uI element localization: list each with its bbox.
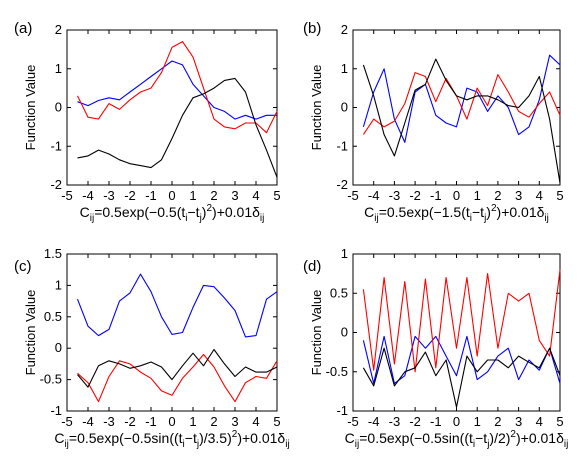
series-line-2 (77, 353, 278, 403)
y-tick-label: 0 (55, 100, 62, 115)
y-tick-label: -2 (50, 177, 62, 192)
y-tick-label: 1 (341, 61, 348, 76)
series-line-2 (77, 41, 278, 134)
x-tick-label: -1 (430, 414, 442, 429)
x-tick-label: 3 (231, 188, 238, 203)
x-tick-label: 3 (515, 188, 522, 203)
series-line-1 (76, 273, 278, 338)
x-tick-label: -1 (145, 188, 157, 203)
y-tick-label: -1 (50, 403, 62, 418)
y-tick-label: -1 (336, 138, 348, 153)
panel-label: (a) (14, 20, 32, 37)
x-tick-label: 4 (536, 414, 543, 429)
series-line-1 (362, 335, 561, 385)
series-line-2 (362, 269, 561, 373)
x-tick-label: 5 (556, 414, 563, 429)
series-line-3 (77, 77, 278, 178)
x-tick-label: 3 (231, 414, 238, 429)
y-tick-label: 2 (55, 22, 62, 37)
y-tick-label: -1 (50, 138, 62, 153)
chart-panel-3: (c)-5 -4 -3 -2 -1 0 1 2 3 4 5-1-0.500.511.5Functio… (14, 246, 290, 450)
y-tick-label: 0 (341, 325, 348, 340)
x-tick-label: 2 (210, 188, 217, 203)
series-line-3 (362, 347, 561, 408)
x-tick-label: 5 (556, 188, 563, 203)
panel-label: (b) (303, 20, 321, 37)
x-tick-label: -4 (368, 188, 380, 203)
x-axis-label: Cij=0.5exp(−0.5sin((ti−tj)/3.5)2)+0.01δi… (54, 429, 289, 450)
y-tick-label: 0 (341, 100, 348, 115)
series-line-3 (362, 58, 561, 184)
x-tick-label: -4 (368, 414, 380, 429)
x-tick-label: -3 (389, 414, 401, 429)
y-tick-label: 0.5 (330, 285, 348, 300)
y-axis-label: Function Value (23, 65, 38, 151)
x-tick-label: 4 (536, 188, 543, 203)
x-tick-label: 2 (210, 414, 217, 429)
x-tick-label: -4 (82, 414, 94, 429)
x-tick-label: -3 (103, 414, 115, 429)
x-tick-label: -5 (61, 188, 73, 203)
x-tick-label: 0 (168, 188, 175, 203)
y-tick-label: 0.5 (44, 309, 62, 324)
x-tick-label: 5 (273, 188, 280, 203)
x-axis-label: Cij=0.5exp(−1.5(ti−tj)2)+0.01δij (364, 203, 549, 224)
x-tick-label: -2 (409, 414, 421, 429)
panel-label: (c) (14, 258, 32, 275)
plot-frame (352, 29, 561, 186)
x-tick-label: 2 (494, 414, 501, 429)
x-tick-label: 1 (189, 188, 196, 203)
y-tick-label: -0.5 (40, 372, 62, 387)
x-tick-label: -2 (124, 414, 136, 429)
x-tick-label: -5 (347, 188, 359, 203)
series-line-1 (77, 60, 277, 120)
y-tick-label: 1 (55, 277, 62, 292)
x-tick-label: 1 (474, 414, 481, 429)
x-tick-label: 0 (453, 414, 460, 429)
plot-frame (66, 253, 278, 412)
x-tick-label: -1 (430, 188, 442, 203)
y-tick-label: 1 (55, 61, 62, 76)
x-tick-label: -5 (61, 414, 73, 429)
y-tick-label: 0 (55, 340, 62, 355)
x-axis-label: Cij=0.5exp(−0.5(ti−tj)2)+0.01δij (80, 203, 265, 224)
y-axis-label: Function Value (309, 65, 324, 151)
x-tick-label: 3 (515, 414, 522, 429)
x-tick-label: 1 (189, 414, 196, 429)
x-tick-label: 0 (168, 414, 175, 429)
x-tick-label: -1 (145, 414, 157, 429)
x-axis-label: Cij=0.5exp(−0.5sin((ti−tj)/2)2)+0.01δij (345, 429, 569, 450)
x-tick-label: 2 (494, 188, 501, 203)
series-line-1 (362, 54, 561, 143)
x-tick-label: 4 (252, 414, 259, 429)
x-tick-label: 1 (474, 188, 481, 203)
x-tick-label: -3 (103, 188, 115, 203)
x-tick-label: -4 (82, 188, 94, 203)
y-tick-label: 2 (341, 22, 348, 37)
x-tick-label: 4 (252, 188, 259, 203)
y-axis-label: Function Value (23, 290, 38, 376)
y-tick-label: -2 (336, 177, 348, 192)
y-axis-label: Function Value (309, 290, 324, 376)
x-tick-label: -2 (124, 188, 136, 203)
series-line-2 (362, 72, 561, 135)
x-tick-label: -2 (409, 188, 421, 203)
series-line-3 (77, 348, 278, 388)
y-tick-label: -1 (336, 403, 348, 418)
x-tick-label: 0 (453, 188, 460, 203)
y-tick-label: 1 (341, 246, 348, 261)
x-tick-label: 5 (273, 414, 280, 429)
y-tick-label: 1.5 (44, 246, 62, 261)
panel-label: (d) (303, 258, 321, 275)
x-tick-label: -3 (389, 188, 401, 203)
y-tick-label: -0.5 (326, 364, 348, 379)
plot-frame (66, 29, 278, 186)
x-tick-label: -5 (347, 414, 359, 429)
